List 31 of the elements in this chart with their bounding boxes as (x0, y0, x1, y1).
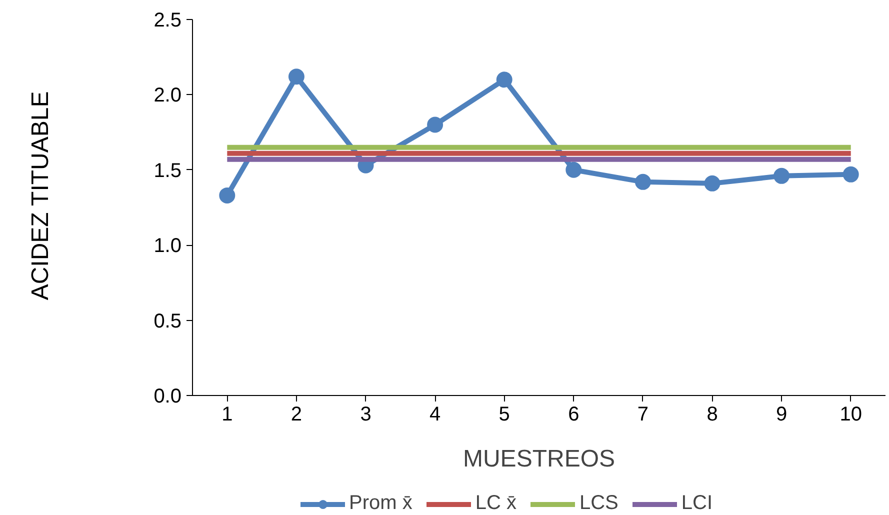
y-tick-label: 2.5 (154, 10, 182, 32)
x-tick-label: 1 (222, 404, 233, 426)
x-tick-label: 5 (498, 404, 510, 426)
point (704, 175, 720, 192)
x-tick-label: 9 (776, 404, 788, 426)
x-tick-label: 4 (429, 404, 441, 426)
x-tick-label: 6 (568, 404, 580, 426)
x-tick-label: 3 (360, 404, 372, 426)
point (774, 168, 790, 184)
point (566, 162, 582, 178)
x-tick-label: 2 (290, 404, 302, 426)
point (288, 68, 304, 85)
x-tick-label: 7 (637, 404, 649, 426)
y-tick-label: 1.5 (154, 160, 182, 182)
point (427, 116, 444, 133)
x-axis-title: MUESTREOS (462, 446, 616, 472)
legend-label: LC x̄ (475, 492, 516, 515)
y-axis-title: ACIDEZ TITUABLE (27, 91, 54, 300)
x-tick-label: 10 (840, 404, 862, 426)
legend-label: Prom x̄ (349, 492, 412, 515)
point (496, 72, 512, 88)
x-tick-label: 8 (706, 404, 718, 426)
point (842, 166, 859, 182)
legend-label: LCS (579, 492, 618, 515)
y-tick-label: 2.0 (154, 84, 182, 107)
point (634, 174, 651, 190)
point (219, 187, 236, 204)
legend-label: LCI (681, 492, 712, 515)
y-tick-label: 0.0 (154, 386, 182, 408)
y-tick-label: 0.5 (154, 310, 182, 332)
y-tick-label: 1.0 (154, 235, 182, 258)
